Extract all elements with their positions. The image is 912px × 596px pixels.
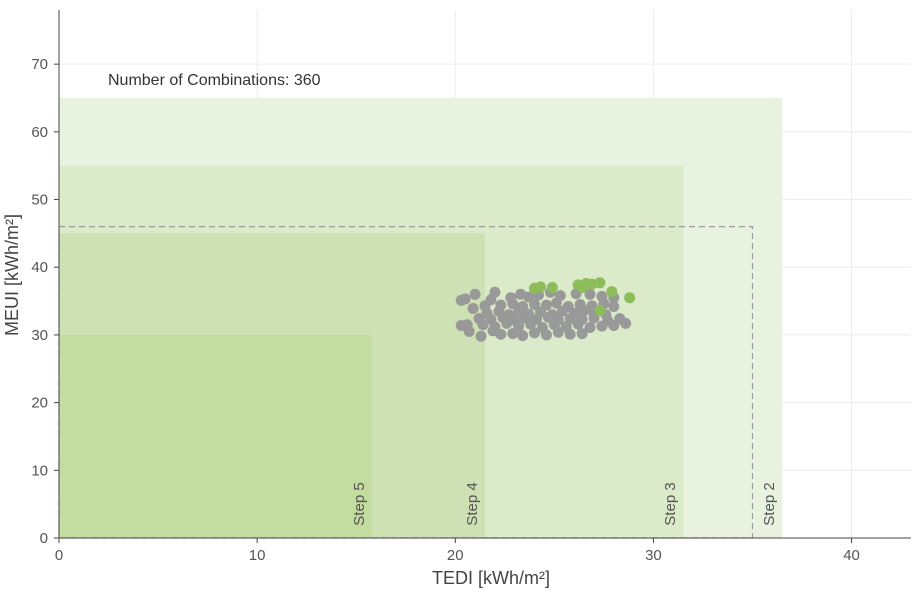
- y-axis-title: MEUI [kWh/m²]: [2, 214, 22, 336]
- data-point: [594, 305, 606, 317]
- data-point: [624, 292, 636, 304]
- data-point: [588, 312, 600, 324]
- data-point: [546, 282, 558, 294]
- data-point: [495, 328, 507, 340]
- y-tick-label: 40: [31, 259, 48, 276]
- data-point: [552, 326, 564, 338]
- y-tick-label: 0: [40, 530, 48, 547]
- data-point: [477, 319, 489, 331]
- data-point: [523, 291, 535, 303]
- data-point: [540, 329, 552, 341]
- data-point: [556, 305, 568, 317]
- data-point: [606, 286, 618, 298]
- data-point: [513, 320, 525, 332]
- y-tick-label: 10: [31, 462, 48, 479]
- data-point: [596, 320, 608, 332]
- x-tick-label: 20: [447, 547, 464, 564]
- x-tick-label: 10: [249, 547, 266, 564]
- step-label: Step 5: [351, 482, 368, 525]
- x-tick-label: 30: [645, 547, 662, 564]
- x-axis-title: TEDI [kWh/m²]: [432, 568, 550, 588]
- y-axis-ticks: 0 10 20 30 40 50 60 70: [31, 56, 59, 547]
- data-point: [620, 317, 632, 329]
- y-tick-label: 30: [31, 327, 48, 344]
- data-point: [584, 288, 596, 300]
- data-point: [463, 326, 475, 338]
- data-point: [572, 318, 584, 330]
- data-point: [469, 288, 481, 300]
- data-point: [608, 300, 620, 312]
- y-tick-label: 20: [31, 395, 48, 412]
- x-tick-label: 0: [55, 547, 63, 564]
- data-point: [529, 327, 541, 339]
- y-tick-label: 60: [31, 124, 48, 141]
- data-point: [529, 298, 541, 310]
- x-tick-label: 40: [843, 547, 860, 564]
- data-point: [507, 328, 519, 340]
- data-points: [455, 277, 636, 342]
- data-point: [608, 319, 620, 331]
- combinations-annotation: Number of Combinations: 360: [108, 72, 321, 89]
- data-point: [564, 313, 576, 325]
- step-label: Step 3: [662, 482, 679, 525]
- data-point: [489, 286, 501, 298]
- data-point: [475, 330, 487, 342]
- data-point: [534, 281, 546, 293]
- data-point: [584, 321, 596, 333]
- data-point: [517, 330, 529, 342]
- y-tick-label: 50: [31, 192, 48, 209]
- step-regions: [59, 98, 783, 538]
- data-point: [564, 328, 576, 340]
- data-point: [578, 305, 590, 317]
- data-point: [542, 311, 554, 323]
- data-point: [525, 318, 537, 330]
- x-axis-ticks: 0 10 20 30 40: [55, 538, 860, 564]
- step-label: Step 4: [464, 482, 481, 525]
- step-label: Step 2: [761, 482, 778, 525]
- y-tick-label: 70: [31, 56, 48, 73]
- data-point: [594, 277, 606, 289]
- data-point: [550, 297, 562, 309]
- data-point: [513, 305, 525, 317]
- data-point: [467, 303, 479, 315]
- data-point: [501, 317, 513, 329]
- data-point: [576, 328, 588, 340]
- axes: [58, 10, 911, 539]
- step-labels: Step 2 Step 3 Step 4 Step 5: [351, 482, 778, 525]
- step-region: [59, 334, 373, 538]
- data-point: [459, 293, 471, 305]
